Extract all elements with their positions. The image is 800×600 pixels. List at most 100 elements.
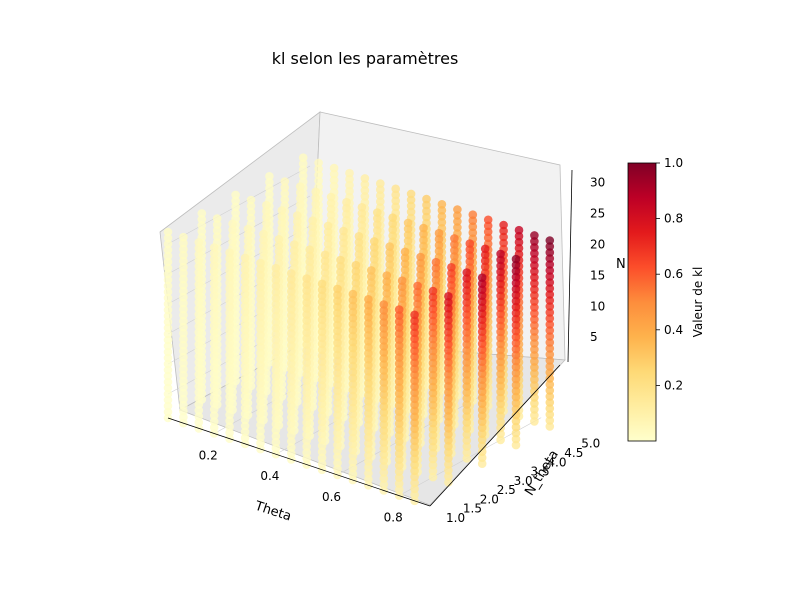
scatter-point <box>477 339 487 349</box>
scatter-point <box>431 257 441 267</box>
scatter-point <box>406 207 416 217</box>
scatter-point <box>388 225 398 234</box>
z-tick-label: 15 <box>590 268 605 282</box>
scatter-point <box>394 407 404 416</box>
scatter-point <box>302 328 312 337</box>
scatter-point <box>416 264 425 274</box>
scatter-point <box>364 301 373 310</box>
scatter-point <box>477 309 487 319</box>
scatter-point <box>370 243 379 252</box>
scatter-point <box>379 318 389 327</box>
scatter-point <box>240 355 250 365</box>
scatter-point <box>256 336 265 346</box>
scatter-point <box>225 416 234 426</box>
scatter-point <box>290 246 299 255</box>
scatter-point <box>197 221 207 230</box>
scatter-point <box>348 427 358 437</box>
scatter-point <box>364 313 373 322</box>
scatter-point <box>348 379 358 389</box>
scatter-point <box>348 361 358 371</box>
scatter-point <box>256 432 265 442</box>
z-tick-label: 10 <box>590 299 605 313</box>
scatter-point <box>462 298 472 307</box>
scatter-point <box>256 426 265 436</box>
scatter-point <box>364 421 373 430</box>
scatter-point <box>179 280 188 290</box>
y-axis-line <box>429 364 561 507</box>
scatter-point <box>394 323 404 332</box>
scatter-point <box>311 199 321 209</box>
scatter-point <box>477 285 487 295</box>
scatter-point <box>256 312 265 322</box>
scatter-point <box>333 446 342 456</box>
scatter-point <box>444 394 453 403</box>
scatter-point <box>379 408 389 417</box>
scatter-point <box>262 218 271 228</box>
scatter-point <box>333 428 342 438</box>
scatter-point <box>225 266 234 276</box>
scatter-point <box>410 310 419 320</box>
scatter-point <box>357 221 367 230</box>
scatter-point <box>410 478 419 488</box>
scatter-point <box>287 293 296 302</box>
scatter-point <box>259 229 268 239</box>
scatter-point <box>545 374 555 383</box>
scatter-point <box>394 479 404 488</box>
scatter-point <box>406 189 416 199</box>
scatter-point <box>357 209 367 218</box>
scatter-point <box>499 220 508 230</box>
scatter-point <box>271 281 281 291</box>
scatter-point <box>376 185 385 194</box>
scatter-point <box>209 357 219 366</box>
scatter-point <box>480 244 490 254</box>
scatter-point <box>194 370 204 379</box>
scatter-point <box>462 316 472 325</box>
scatter-point <box>209 423 219 432</box>
scatter-point <box>465 251 475 260</box>
scatter-point <box>373 226 382 235</box>
scatter-point <box>545 410 555 419</box>
scatter-point <box>194 310 204 319</box>
scatter-point <box>351 266 361 276</box>
scatter-point <box>240 385 250 395</box>
scatter-point <box>317 315 327 325</box>
scatter-point <box>428 310 438 320</box>
scatter-point <box>287 359 296 368</box>
scatter-point <box>298 165 308 174</box>
scatter-point <box>410 382 419 392</box>
scatter-point <box>444 424 453 433</box>
scatter-point <box>333 338 342 348</box>
scatter-point <box>179 394 188 404</box>
scatter-point <box>256 330 265 340</box>
scatter-point <box>477 387 487 397</box>
scatter-point <box>243 242 253 252</box>
scatter-point <box>403 236 413 246</box>
colorbar-tick-label: 0.6 <box>664 267 683 281</box>
scatter-point <box>317 381 327 391</box>
scatter-point <box>410 490 419 500</box>
scatter-point <box>179 358 188 368</box>
scatter-point <box>428 454 438 464</box>
scatter-point <box>379 330 389 339</box>
scatter-point <box>364 439 373 448</box>
scatter-point <box>271 407 281 417</box>
scatter-point <box>428 430 438 440</box>
scatter-point <box>394 371 404 380</box>
scatter-point <box>323 239 333 249</box>
scatter-point <box>444 448 453 457</box>
scatter-point <box>357 203 367 212</box>
scatter-point <box>496 261 505 271</box>
scatter-point <box>277 224 287 233</box>
scatter-point <box>333 380 342 390</box>
scatter-point <box>194 382 204 391</box>
scatter-point <box>530 303 539 312</box>
scatter-point <box>444 370 453 379</box>
scatter-point <box>477 315 487 325</box>
scatter-point <box>194 238 204 247</box>
scatter-point <box>333 398 342 408</box>
scatter-point <box>511 326 521 336</box>
scatter-point <box>348 457 358 467</box>
scatter-point <box>394 443 404 452</box>
scatter-point <box>333 326 342 336</box>
scatter-point <box>477 351 487 361</box>
